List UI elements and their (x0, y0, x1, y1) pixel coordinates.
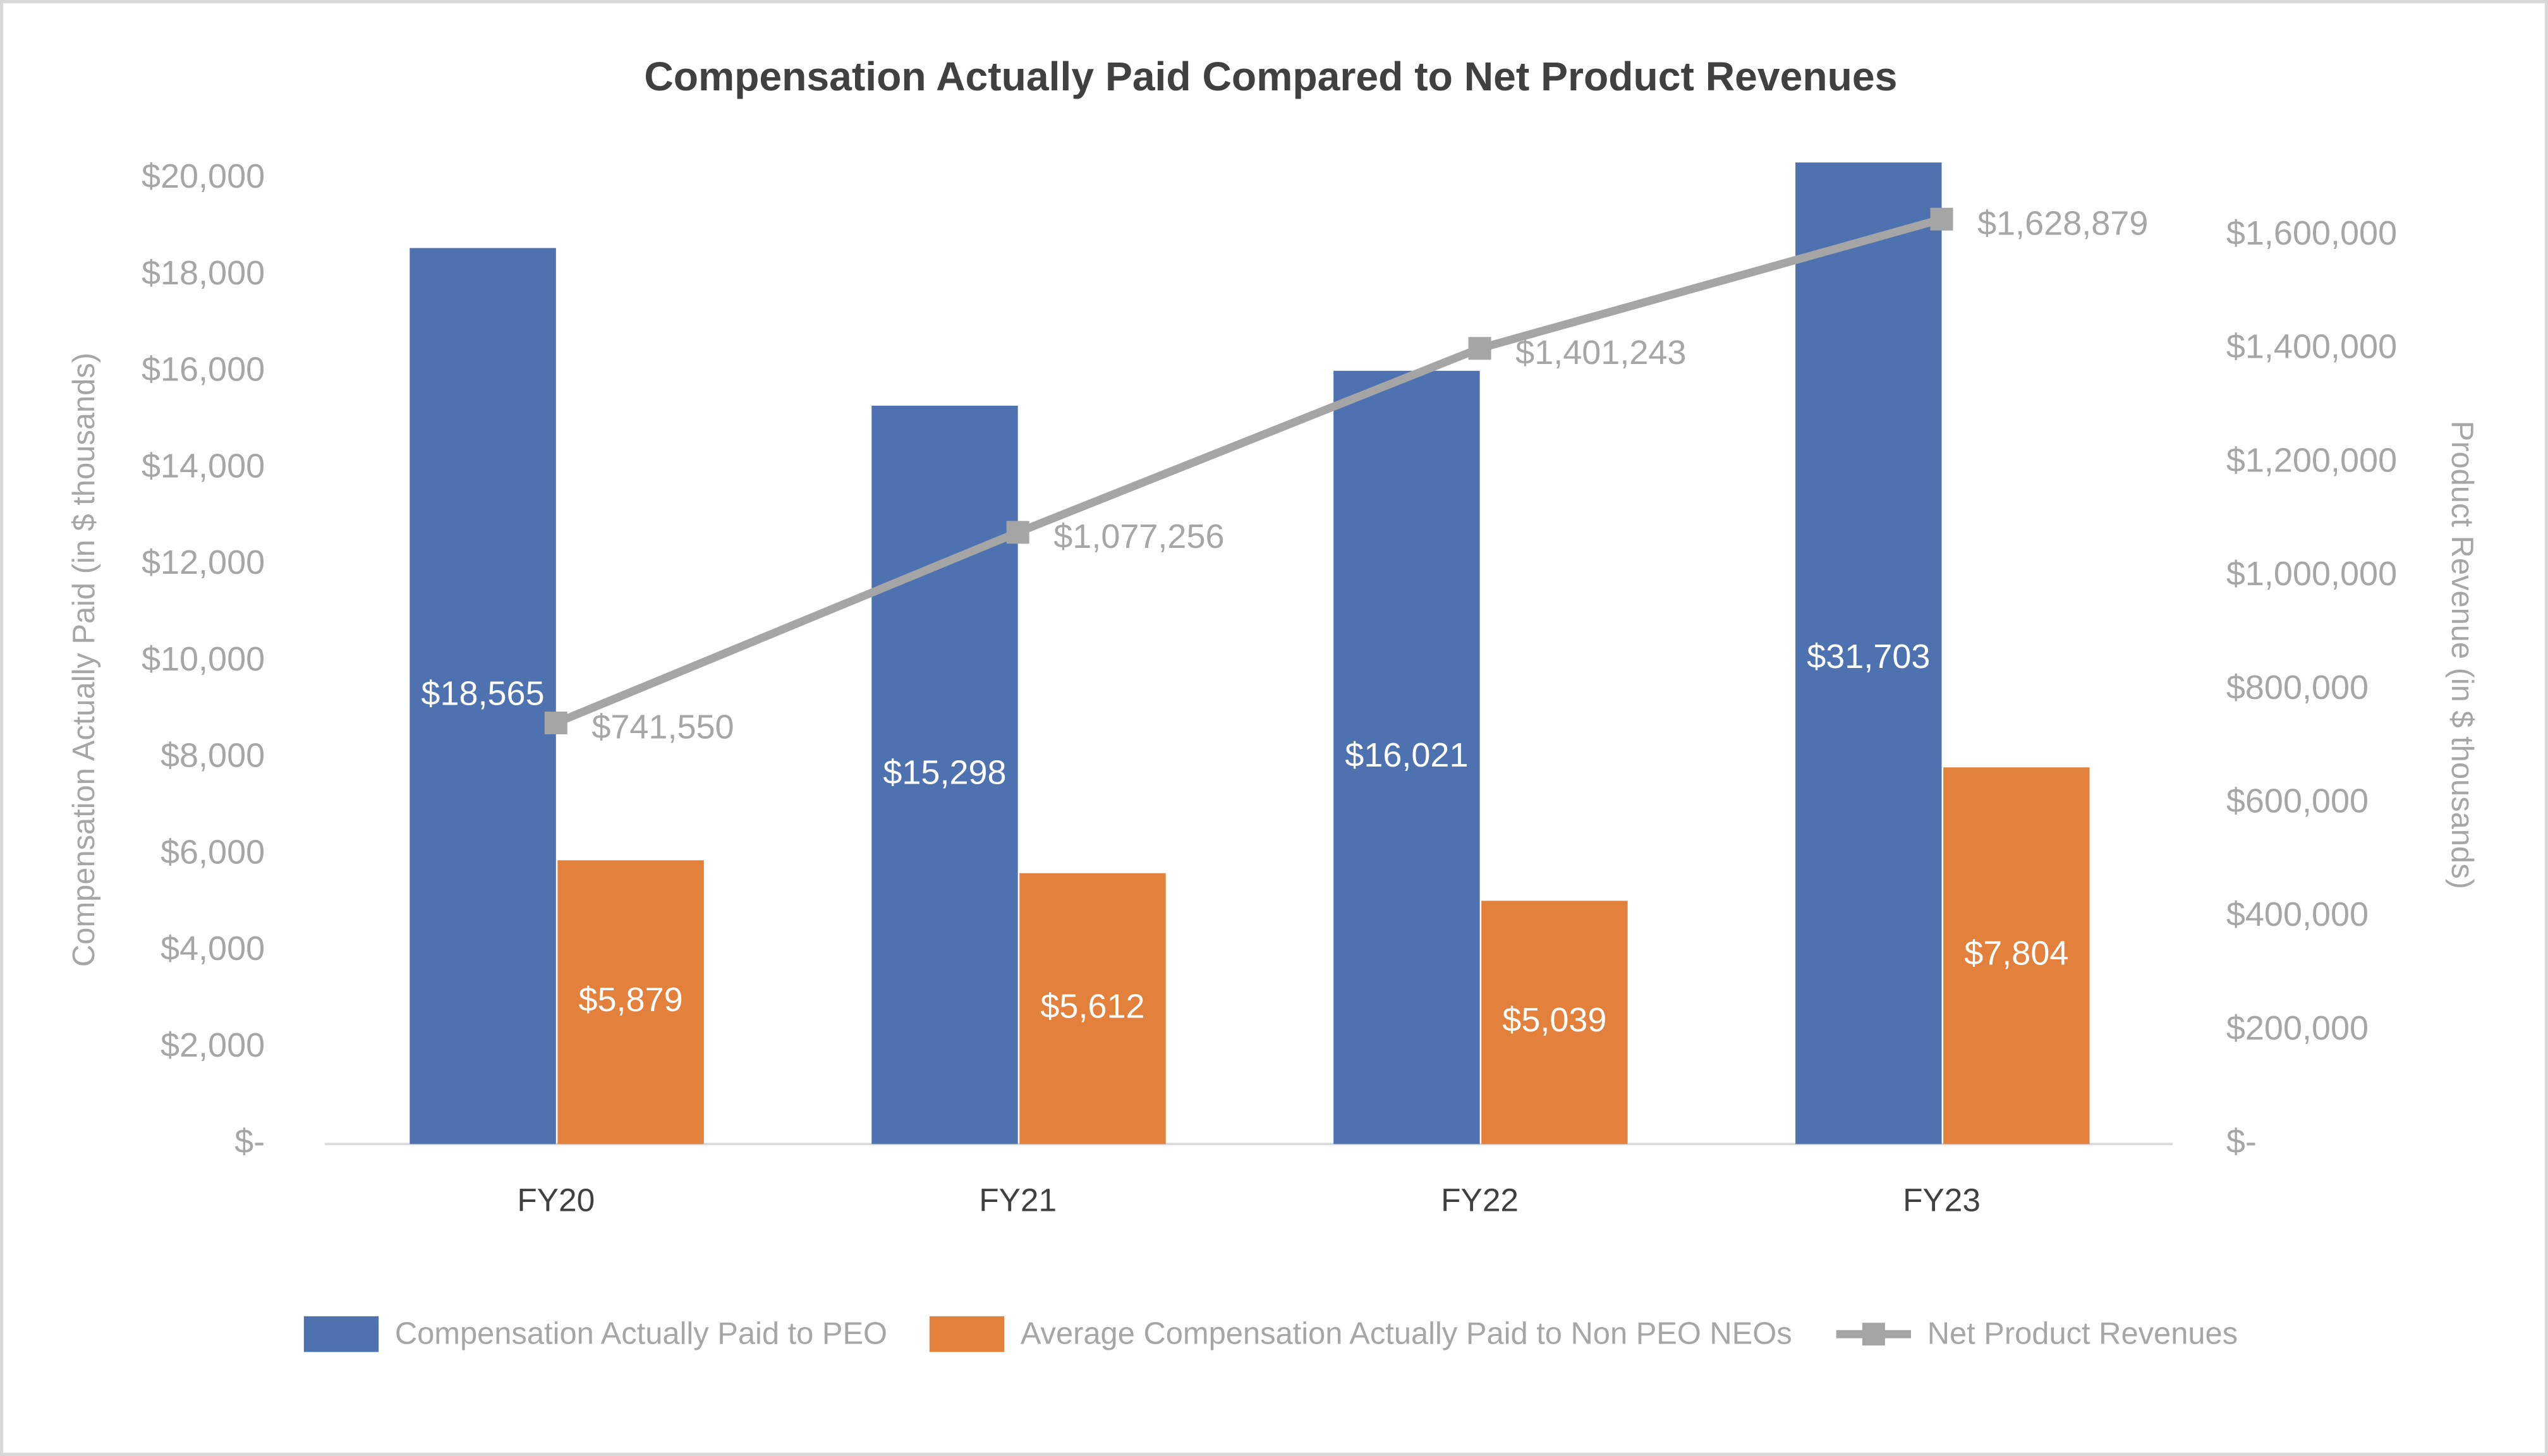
legend-swatch-marker (1862, 1323, 1885, 1346)
bar (410, 248, 556, 1144)
line-data-label: $1,401,243 (1515, 334, 1686, 372)
bar (1333, 370, 1480, 1144)
y2-tick-label: $1,600,000 (2226, 214, 2397, 252)
y2-tick-label: $1,000,000 (2226, 555, 2397, 593)
line-data-label: $1,077,256 (1053, 518, 1224, 555)
y-tick-label: $8,000 (161, 737, 265, 775)
bar (1481, 901, 1628, 1144)
bar (1795, 162, 1942, 1144)
y2-tick-label: $1,400,000 (2226, 328, 2397, 366)
y-axis-title: Compensation Actually Paid (in $ thousan… (67, 353, 101, 967)
y-tick-label: $20,000 (142, 157, 265, 195)
y2-tick-label: $800,000 (2226, 669, 2369, 707)
bar (1019, 873, 1166, 1144)
line-marker (1006, 521, 1029, 544)
y-tick-label: $16,000 (142, 351, 265, 389)
y-tick-label: $2,000 (161, 1026, 265, 1064)
bar-data-label: $5,612 (1040, 987, 1144, 1025)
bar (1943, 767, 2090, 1144)
y2-tick-label: $200,000 (2226, 1009, 2369, 1047)
y-tick-label: $- (234, 1123, 265, 1161)
line (554, 215, 1943, 727)
legend-swatch (929, 1316, 1005, 1352)
y-tick-label: $12,000 (142, 543, 265, 581)
bar-data-label: $5,039 (1502, 1001, 1606, 1039)
x-tick-label: FY22 (1441, 1181, 1519, 1218)
line-marker (1930, 207, 1953, 231)
legend-label: Average Compensation Actually Paid to No… (1021, 1317, 1792, 1351)
legend-label: Net Product Revenues (1927, 1317, 2238, 1351)
y-tick-label: $18,000 (142, 254, 265, 292)
line-marker (544, 712, 567, 735)
bar-data-label: $18,565 (421, 675, 544, 713)
y2-axis-title: Product Revenue (in $ thousands) (2445, 421, 2479, 889)
x-tick-label: FY20 (517, 1181, 595, 1218)
y-tick-label: $4,000 (161, 930, 265, 968)
y-tick-label: $6,000 (161, 833, 265, 871)
y2-tick-label: $400,000 (2226, 895, 2369, 933)
x-tick-label: FY21 (979, 1181, 1057, 1218)
legend-swatch (303, 1316, 379, 1352)
bar-data-label: $16,021 (1345, 736, 1468, 774)
legend-label: Compensation Actually Paid to PEO (395, 1317, 887, 1351)
line-data-label: $741,550 (592, 708, 734, 746)
bar-data-label: $7,804 (1964, 935, 2068, 973)
y-tick-label: $10,000 (142, 640, 265, 678)
y2-tick-label: $- (2226, 1123, 2257, 1161)
bar-data-label: $5,879 (578, 981, 682, 1019)
x-tick-label: FY23 (1903, 1181, 1981, 1218)
y-tick-label: $14,000 (142, 447, 265, 485)
bar (557, 860, 704, 1144)
chart-title: Compensation Actually Paid Compared to N… (644, 54, 1897, 99)
y2-tick-label: $1,200,000 (2226, 441, 2397, 479)
line-data-label: $1,628,879 (1977, 204, 2148, 242)
bar-data-label: $31,703 (1807, 638, 1930, 676)
plot-area (410, 162, 2090, 1144)
line-marker (1468, 337, 1491, 360)
y2-tick-label: $600,000 (2226, 782, 2369, 820)
bar-data-label: $15,298 (883, 753, 1006, 791)
bar (871, 405, 1018, 1144)
